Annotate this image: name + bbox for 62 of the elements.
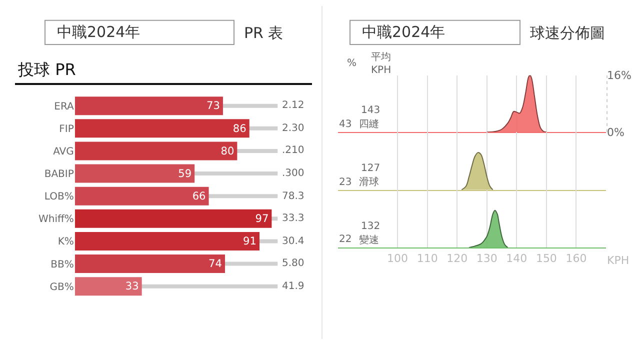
y-tick-label: 16% [607,69,632,82]
data-label: 59 [178,168,192,180]
bar [74,277,142,296]
text: 中職2024年 [362,23,446,41]
y-tick-label: FIP [59,124,74,135]
y-tick-label: BB% [50,259,74,270]
annotation: 23 [339,177,352,188]
chart-title: 投球 PR [17,60,76,79]
data-label: 33 [125,280,139,293]
text: 四縫 [359,119,379,130]
chart-subtitle: 球速分佈圖 [530,24,605,42]
text: 78.3 [282,191,304,202]
x-tick-label: 100 [387,252,408,265]
y-tick-label: Whiff% [38,214,74,226]
text: .210 [282,145,304,156]
bar [74,232,260,250]
y-tick-label: ERA [54,101,74,112]
chart-subtitle: PR 表 [244,24,284,42]
annotation: 平均 KPH [371,51,392,76]
bar [74,119,250,138]
text: 30.4 [282,236,304,247]
annotation: 22 [339,234,352,245]
annotation: 143 [361,105,380,116]
y-tick-label: K% [58,236,74,248]
annotation: 127 [361,163,380,174]
text: 5.80 [282,258,304,269]
bar [74,142,238,160]
data-label: 86 [232,122,247,135]
text: 中職2024年 [57,23,140,41]
data-label: 91 [243,236,256,248]
text: .300 [282,168,304,179]
x-axis-title: KPH [607,254,630,267]
annotation: 43 [339,119,352,130]
x-tick-label: 140 [506,252,528,265]
text: 滑球 [359,176,379,188]
y-tick-label: BABIP [44,169,74,180]
x-tick-label: 110 [416,252,438,265]
bar [74,209,272,228]
text: 2.30 [282,123,304,134]
x-tick-label: 120 [446,252,468,265]
y-tick-label: AVG [53,146,74,158]
bar [74,164,195,183]
data-label: 73 [206,100,220,112]
bar [74,96,223,116]
y-tick-label: 0% [607,126,624,139]
data-label: 80 [220,145,234,158]
x-tick-label: 150 [536,252,557,265]
text: % [347,58,357,69]
bar [74,254,226,274]
x-tick-label: 160 [566,252,587,265]
x-tick-label: 130 [476,252,498,265]
y-tick-label: GB% [50,282,74,293]
data-label: 74 [208,258,222,270]
text: 33.3 [282,213,304,224]
y-tick-label: LOB% [44,192,74,203]
data-label: 66 [192,190,206,202]
data-label: 97 [255,213,269,226]
text: 變速 [359,234,379,246]
text: 2.12 [282,100,304,111]
bar [74,186,209,206]
annotation: 132 [361,221,380,232]
text: 41.9 [282,281,304,292]
